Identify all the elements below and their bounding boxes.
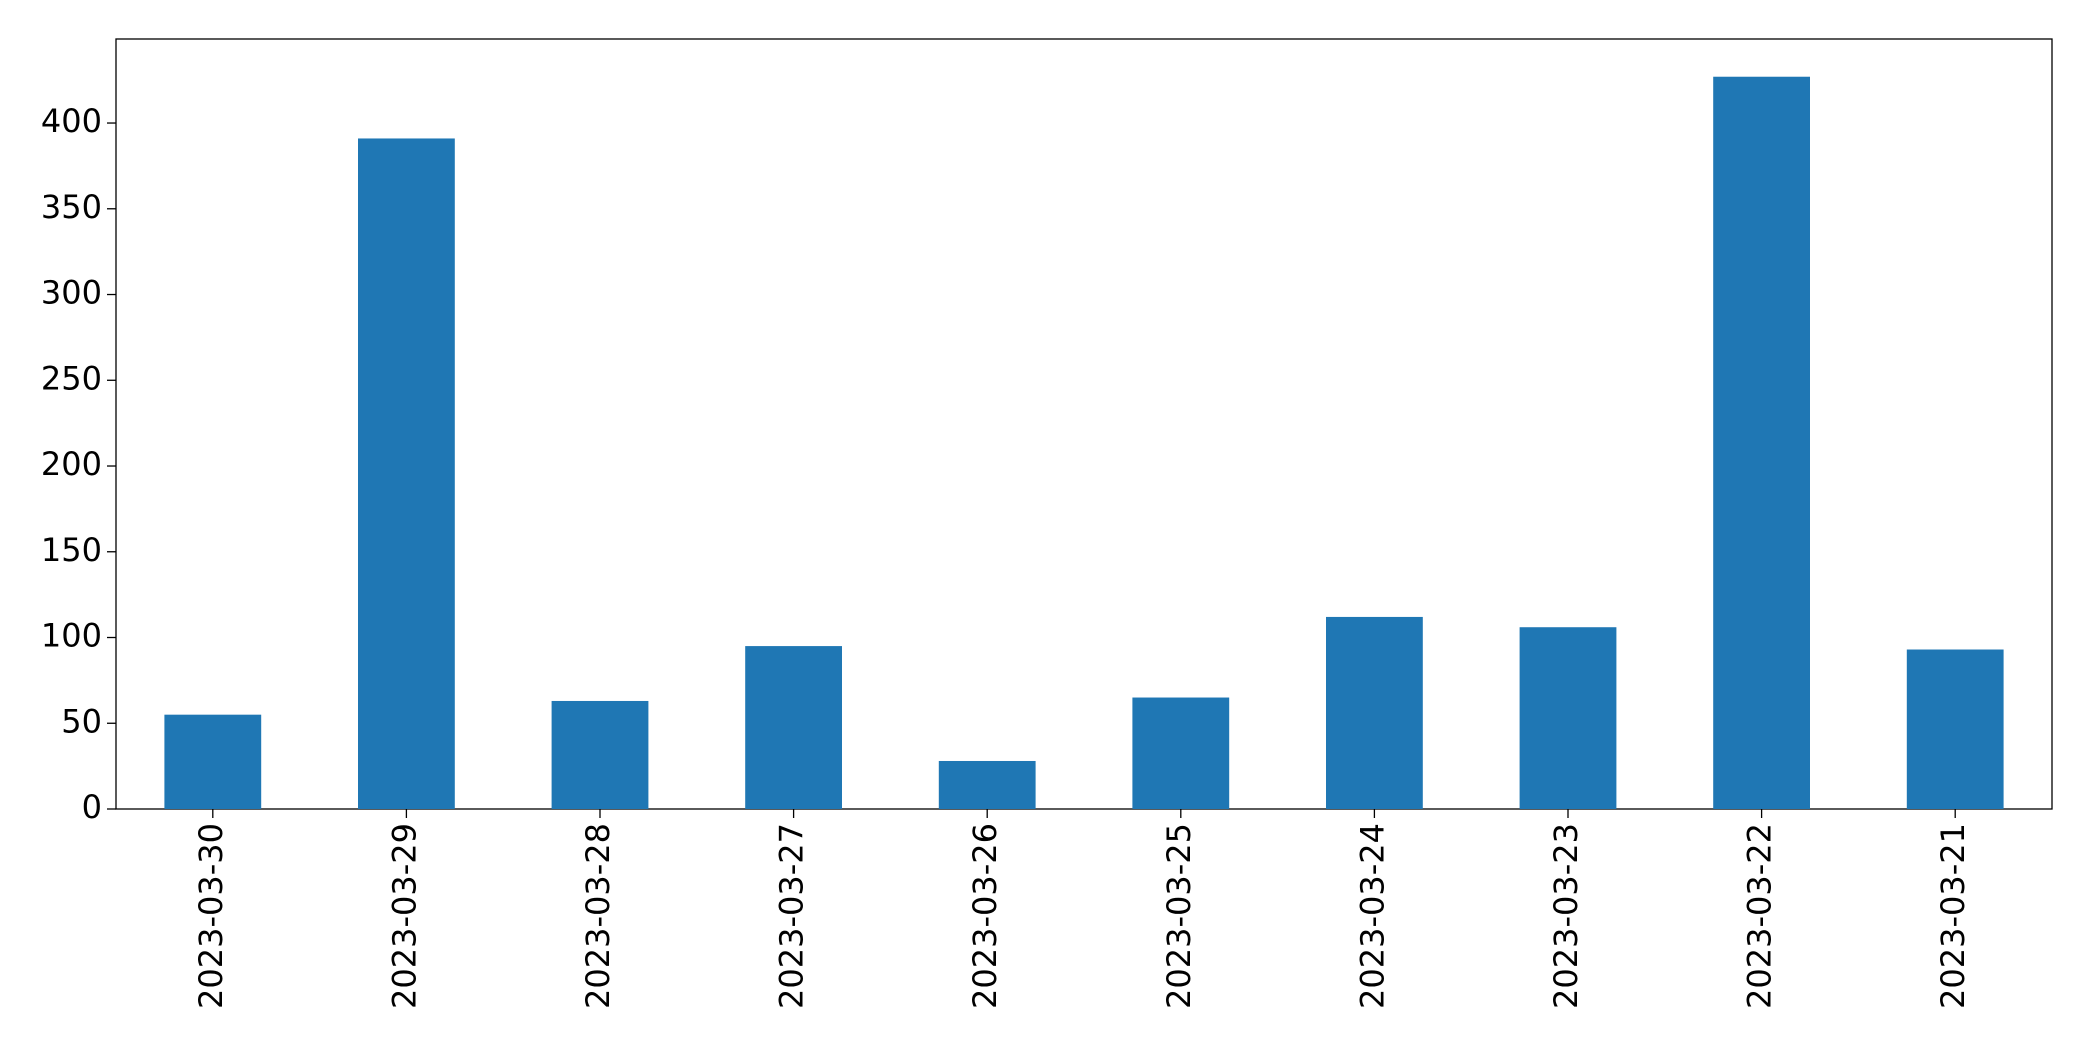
bar [1906,649,2004,809]
y-tick-label: 100 [41,617,102,655]
x-tick-label: 2023-03-25 [1160,823,1198,1009]
y-tick-label: 300 [41,274,102,312]
x-tick-label: 2023-03-21 [1934,823,1972,1009]
x-tick-label: 2023-03-29 [385,823,423,1009]
y-tick-label: 400 [41,102,102,140]
y-tick-label: 200 [41,445,102,483]
plot-frame [115,38,2053,810]
x-tick-label: 2023-03-28 [579,823,617,1009]
y-tick-label: 50 [61,702,102,740]
y-tick-label: 0 [82,788,102,826]
x-tick-label: 2023-03-30 [192,823,230,1009]
x-tick-label: 2023-03-22 [1741,823,1779,1009]
x-tick-label: 2023-03-26 [966,823,1004,1009]
y-tick-label: 150 [41,531,102,569]
bar [358,138,455,810]
bar [1519,627,1617,809]
bar [164,714,262,809]
x-tick-label: 2023-03-27 [773,823,811,1009]
x-tick-label: 2023-03-23 [1547,823,1585,1009]
bar [1132,697,1230,809]
bar [745,646,842,809]
y-tick-label: 350 [41,188,102,226]
bar [938,760,1036,809]
bar [1713,76,1810,810]
y-tick-label: 250 [41,359,102,397]
bar [1326,616,1423,809]
bar [551,700,649,809]
x-tick-label: 2023-03-24 [1353,823,1391,1009]
